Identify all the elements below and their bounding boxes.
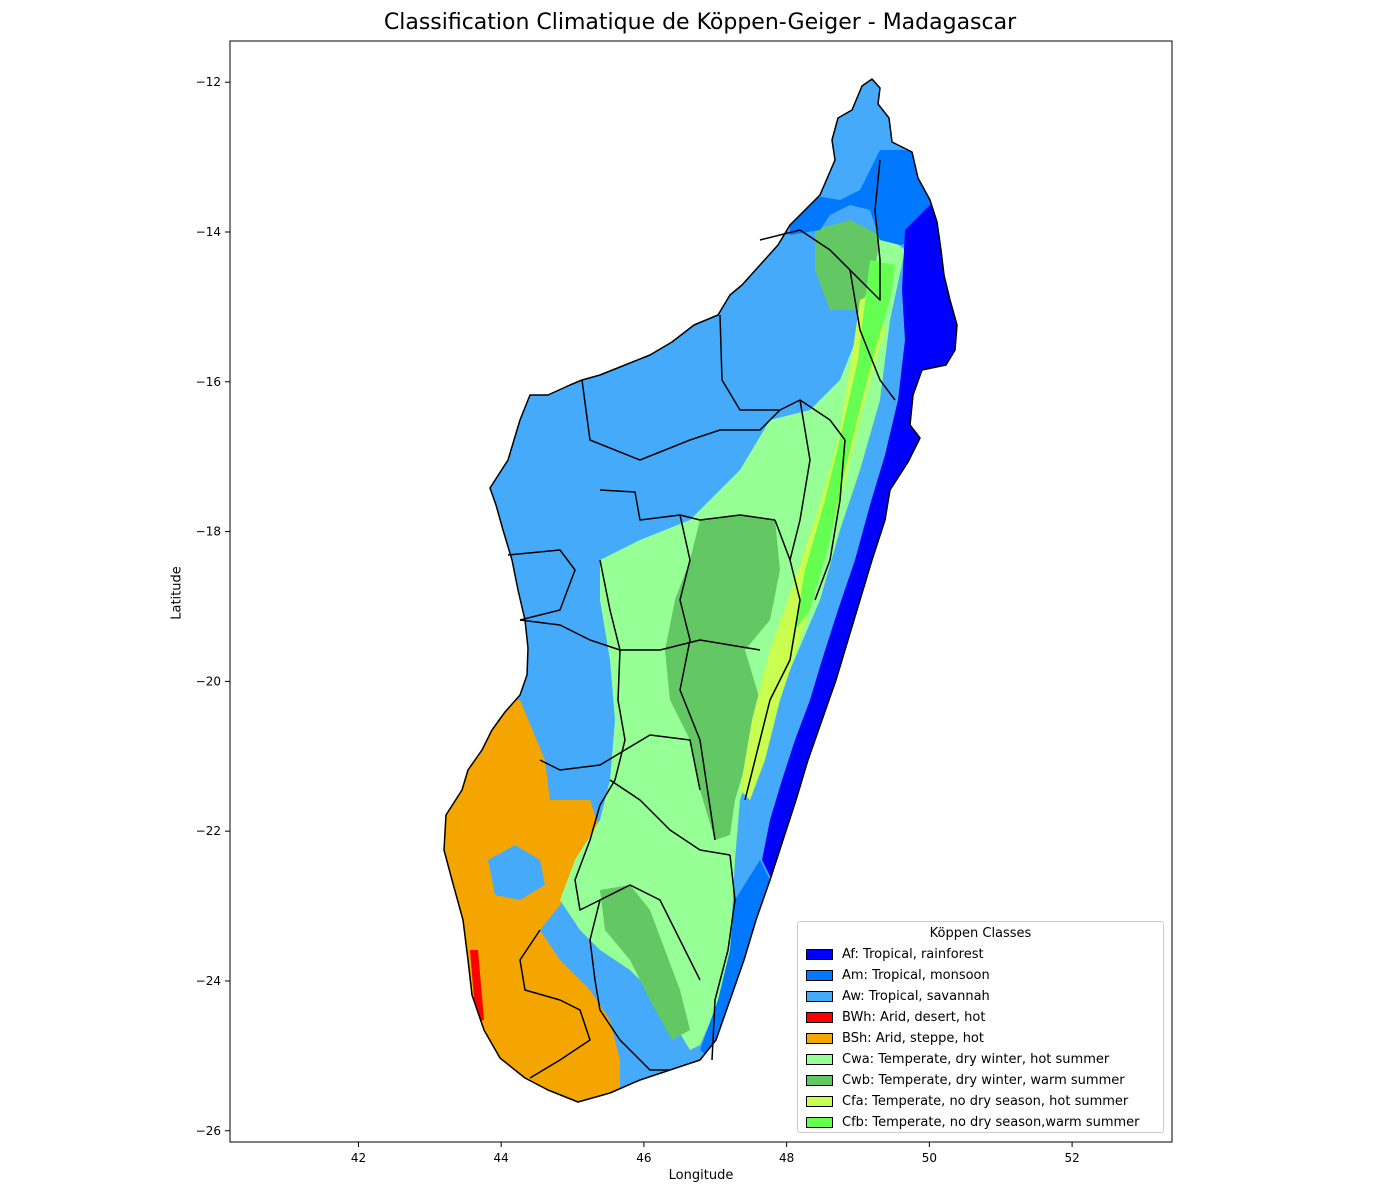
x-tick-label: 42	[351, 1151, 366, 1165]
zone-am-south	[700, 860, 770, 1060]
legend-item: Cwa: Temperate, dry winter, hot summer	[806, 1049, 1155, 1070]
plot-frame	[229, 40, 1173, 1143]
chart-title: Classification Climatique de Köppen-Geig…	[383, 10, 1017, 35]
y-tick-label: −24	[196, 974, 221, 988]
legend-swatch	[806, 1033, 833, 1044]
region-boundary-15	[589, 899, 670, 1071]
legend-swatch	[806, 949, 833, 960]
region-boundary-11	[539, 734, 701, 791]
legend-item: Am: Tropical, monsoon	[806, 965, 1155, 986]
legend-label: Am: Tropical, monsoon	[842, 968, 990, 983]
y-tick-label: −14	[196, 225, 221, 239]
island-outline	[443, 78, 958, 1103]
x-tick-label: 52	[1064, 1151, 1079, 1165]
legend-item: Af: Tropical, rainforest	[806, 944, 1155, 965]
x-axis-label: Longitude	[668, 1168, 734, 1183]
y-axis-label: Latitude	[169, 566, 185, 620]
y-tick-label: −26	[196, 1124, 221, 1138]
legend-label: Cwa: Temperate, dry winter, hot summer	[842, 1052, 1110, 1067]
region-boundary-14	[711, 854, 736, 1061]
zone-cwb-2	[600, 885, 690, 1040]
legend-item: Cwb: Temperate, dry winter, warm summer	[806, 1070, 1155, 1091]
region-boundary-4	[507, 549, 576, 621]
legend-swatch	[806, 1054, 833, 1065]
y-tick-label: −16	[196, 375, 221, 389]
legend-label: Cfb: Temperate, no dry season,warm summe…	[842, 1115, 1140, 1130]
legend-item: BWh: Arid, desert, hot	[806, 1007, 1155, 1028]
zone-am-north	[790, 150, 935, 245]
region-boundary-17	[759, 159, 881, 301]
legend-swatch	[806, 991, 833, 1002]
region-boundary-6	[519, 619, 761, 651]
legend-item: Aw: Tropical, savannah	[806, 986, 1155, 1007]
legend-swatch	[806, 970, 833, 981]
legend-swatch	[806, 1012, 833, 1023]
y-tick-label: −22	[196, 824, 221, 838]
legend-label: BWh: Arid, desert, hot	[842, 1010, 986, 1025]
legend-swatch	[806, 1075, 833, 1086]
region-boundary-10	[814, 439, 846, 601]
y-tick-label: −12	[196, 75, 221, 89]
legend-label: Af: Tropical, rainforest	[842, 947, 984, 962]
legend: Köppen Classes Af: Tropical, rainforest …	[797, 921, 1164, 1133]
legend-label: BSh: Arid, steppe, hot	[842, 1031, 984, 1046]
region-boundary-16	[519, 929, 591, 1079]
legend-swatch	[806, 1117, 833, 1128]
zone-aw-patch	[488, 845, 545, 900]
legend-label: Aw: Tropical, savannah	[842, 989, 990, 1004]
zone-af	[762, 200, 957, 880]
x-axis-ticks: 42 44 46 48 50 52	[351, 1142, 1080, 1165]
legend-title: Köppen Classes	[929, 926, 1032, 941]
legend-label: Cfa: Temperate, no dry season, hot summe…	[842, 1094, 1129, 1109]
region-boundary-2	[581, 379, 781, 461]
region-boundary-9	[789, 399, 811, 561]
legend-item: Cfb: Temperate, no dry season,warm summe…	[806, 1112, 1155, 1133]
legend-item: Cfa: Temperate, no dry season, hot summe…	[806, 1091, 1155, 1112]
zone-bwh	[470, 950, 484, 1022]
region-boundary-12	[609, 779, 731, 856]
y-tick-label: −18	[196, 525, 221, 539]
zone-cwb-3	[815, 220, 880, 310]
x-tick-label: 46	[636, 1151, 651, 1165]
region-boundary-18	[849, 269, 896, 401]
legend-item: BSh: Arid, steppe, hot	[806, 1028, 1155, 1049]
x-tick-label: 44	[494, 1151, 509, 1165]
region-boundary-5	[599, 559, 626, 806]
region-boundaries	[443, 78, 958, 1103]
y-axis-ticks: −12 −14 −16 −18 −20 −22 −24 −26	[196, 75, 230, 1138]
region-boundary-7	[679, 514, 716, 841]
legend-swatch	[806, 1096, 833, 1107]
y-tick-label: −20	[196, 674, 221, 688]
legend-label: Cwb: Temperate, dry winter, warm summer	[842, 1073, 1125, 1088]
x-tick-label: 50	[922, 1151, 937, 1165]
map-layers	[444, 79, 957, 1102]
x-tick-label: 48	[779, 1151, 794, 1165]
legend-items: Af: Tropical, rainforest Am: Tropical, m…	[806, 944, 1155, 1133]
